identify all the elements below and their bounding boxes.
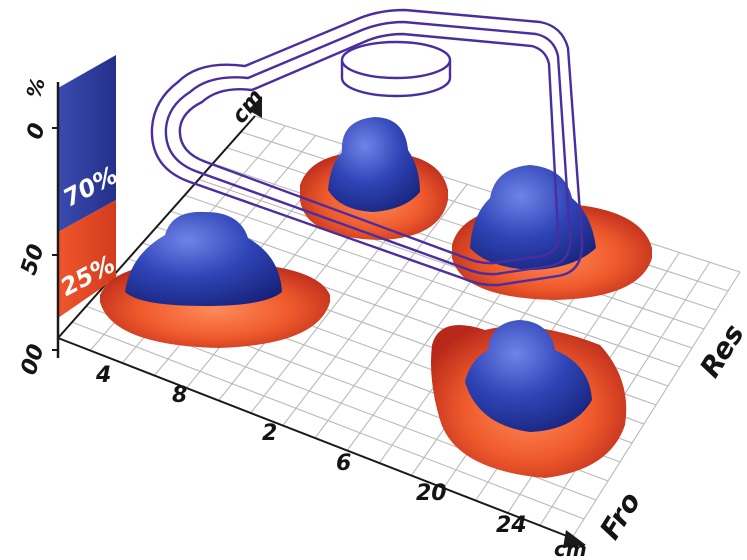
bar-segment-25 — [58, 200, 116, 318]
scale-unit-label: % — [21, 75, 50, 101]
front-axis-unit: cm — [554, 537, 587, 560]
top-disc — [340, 40, 452, 98]
grid-line — [71, 321, 585, 520]
front-tick-6: 6 — [336, 451, 351, 476]
right-label-fro: Fro — [593, 486, 647, 545]
scale-tick-0: 0 — [22, 120, 51, 142]
front-tick-4: 4 — [95, 363, 111, 388]
mound-front-right — [431, 320, 627, 478]
front-tick-2: 2 — [262, 421, 277, 446]
front-axis-line — [57, 337, 573, 539]
back-left-edge — [57, 115, 256, 339]
back-axis-unit: cm — [227, 85, 269, 129]
grid-line — [198, 178, 693, 349]
mound-back-middle — [300, 117, 448, 240]
scale-tick-00: 00 — [16, 341, 49, 378]
front-axis-arrow-icon — [563, 530, 586, 548]
grid-line — [184, 194, 681, 368]
mound-back-right — [452, 165, 652, 300]
scale-tick-50: 50 — [16, 241, 49, 278]
front-tick-8: 8 — [172, 383, 187, 408]
floor-edges — [57, 115, 573, 539]
mound-left — [100, 211, 330, 348]
percent-scale-bar: 70% 25% — [52, 55, 122, 358]
front-tick-20: 20 — [416, 481, 447, 506]
front-tick-24: 24 — [496, 513, 527, 538]
outline-loop — [150, 8, 584, 287]
bar-segment-70 — [58, 55, 116, 232]
back-axis-arrow-icon — [248, 96, 262, 118]
